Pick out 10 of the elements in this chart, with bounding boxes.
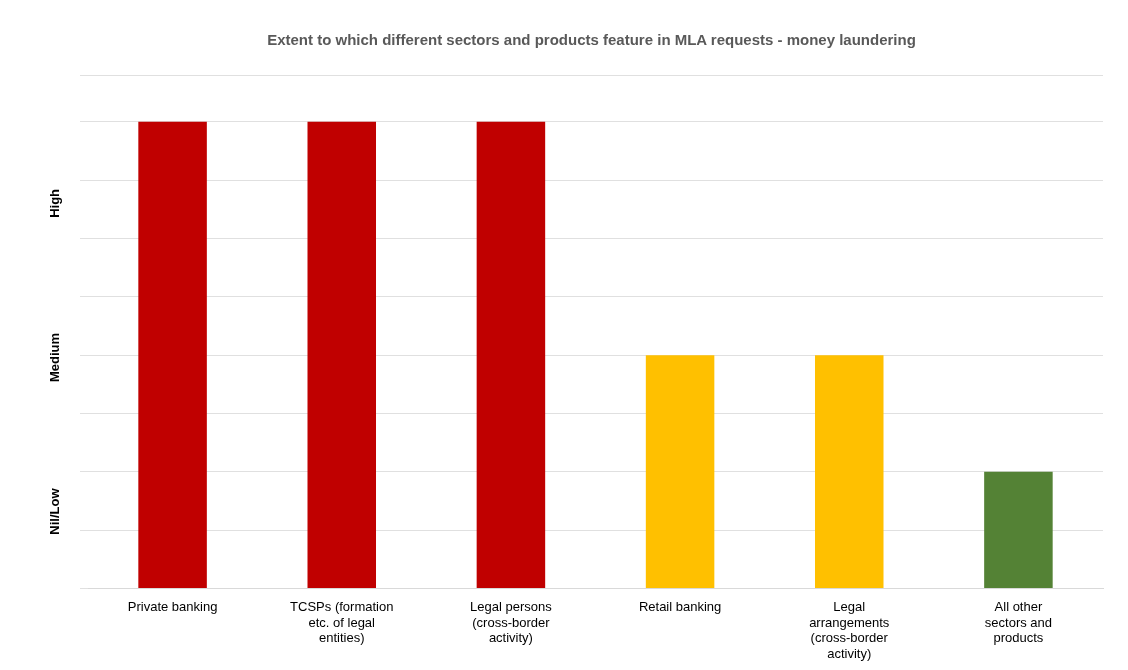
text: Medium bbox=[46, 332, 62, 383]
x-tick-label: Private banking bbox=[127, 598, 218, 614]
x-tick-label: Legal persons (cross-border activity) bbox=[470, 598, 553, 646]
x-tick-label: Retail banking bbox=[638, 598, 722, 614]
text: Nil/Low bbox=[46, 487, 62, 535]
x-tick-label: TCSPs (formation etc. of legal entities) bbox=[290, 598, 394, 646]
chart-title: Extent to which different sectors and products feature in MLA requests - money laundering bbox=[267, 31, 916, 49]
text: High bbox=[46, 188, 62, 218]
x-tick-label: Legal arrangements (cross-border activity) bbox=[809, 598, 890, 661]
x-tick-label: All other sectors and products bbox=[984, 598, 1053, 646]
